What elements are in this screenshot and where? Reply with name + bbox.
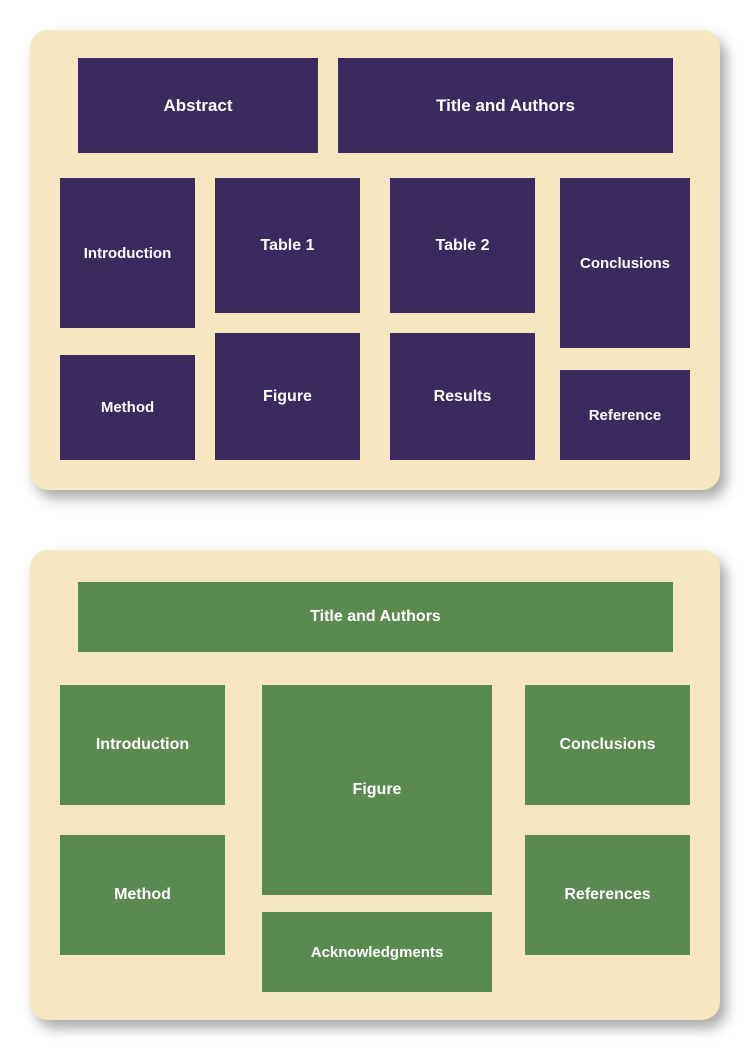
section-results: Results bbox=[390, 333, 535, 460]
section-acknowledgments: Acknowledgments bbox=[262, 912, 492, 992]
section-abstract: Abstract bbox=[78, 58, 318, 153]
poster-layout-a: AbstractTitle and AuthorsIntroductionTab… bbox=[30, 30, 720, 490]
section-method: Method bbox=[60, 835, 225, 955]
section-introduction: Introduction bbox=[60, 178, 195, 328]
poster-layout-b: Title and Authors Introduction Figure Concl… bbox=[30, 550, 720, 1020]
section-method: Method bbox=[60, 355, 195, 460]
section-introduction: Introduction bbox=[60, 685, 225, 805]
section-title: Title and Authors bbox=[338, 58, 673, 153]
section-reference: Reference bbox=[560, 370, 690, 460]
section-conclusions: Conclusions bbox=[525, 685, 690, 805]
section-figure: Figure bbox=[262, 685, 492, 895]
section-title: Title and Authors bbox=[78, 582, 673, 652]
section-references: References bbox=[525, 835, 690, 955]
section-figure: Figure bbox=[215, 333, 360, 460]
section-conclusions: Conclusions bbox=[560, 178, 690, 348]
section-table1: Table 1 bbox=[215, 178, 360, 313]
section-table2: Table 2 bbox=[390, 178, 535, 313]
